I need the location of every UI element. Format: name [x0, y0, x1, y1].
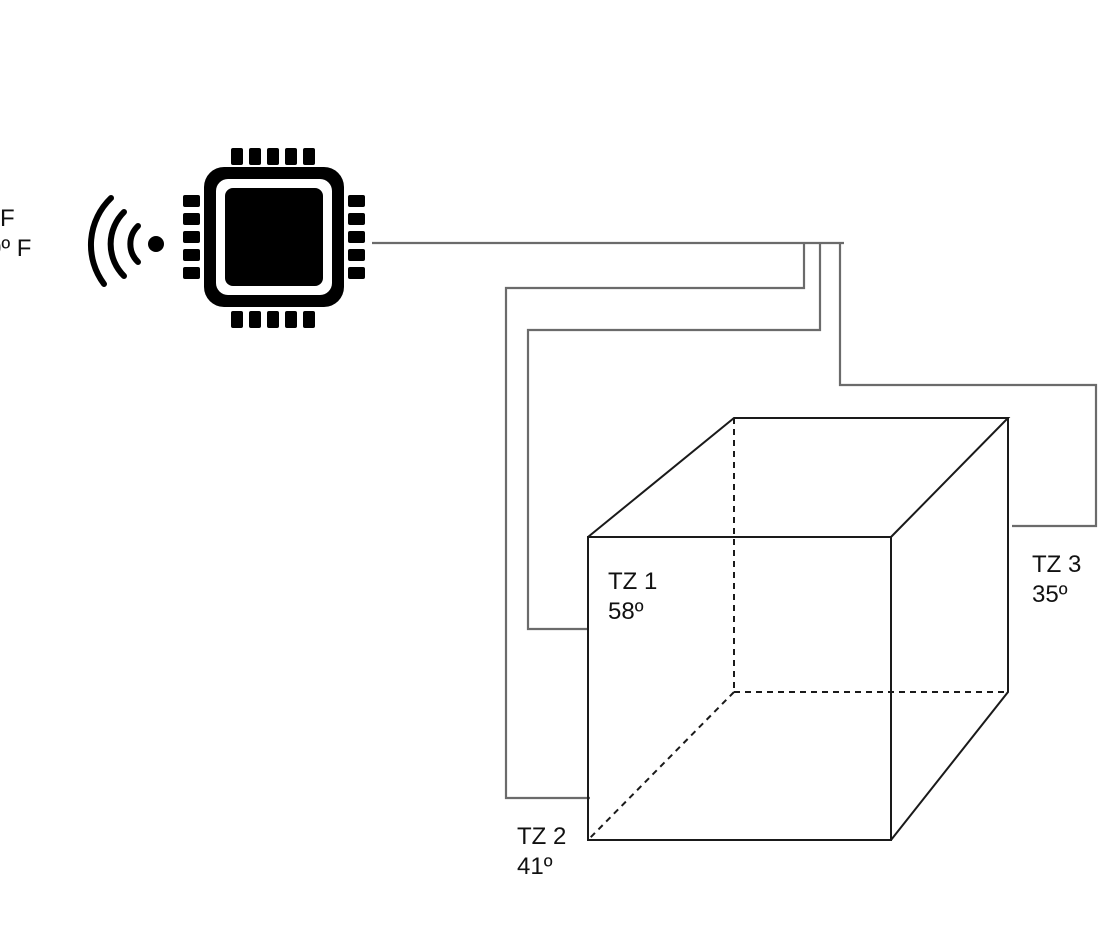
- outside-temperature-readout: F 0º F: [0, 205, 31, 262]
- zone-name: TZ 2: [517, 823, 566, 850]
- cube-front-face: [587, 536, 892, 841]
- tz2-sensor-wire: [504, 243, 806, 800]
- outside-readout-line-2: 0º F: [0, 235, 31, 262]
- zone-name: TZ 1: [608, 568, 657, 595]
- zone-temperature: 58º: [608, 598, 644, 625]
- zone-temperature: 35º: [1032, 581, 1068, 608]
- zone-label-tz2: TZ 2 41º: [517, 823, 566, 880]
- tz3-sensor-wire: [838, 243, 1098, 528]
- storage-cube: [587, 417, 1011, 841]
- sensor-wiring: [372, 241, 1098, 800]
- zone-label-tz3: TZ 3 35º: [1032, 551, 1081, 608]
- microchip-icon: [183, 148, 365, 328]
- zone-label-tz1: TZ 1 58º: [608, 568, 657, 625]
- zone-temperature: 41º: [517, 853, 553, 880]
- tz1-sensor-wire: [526, 243, 822, 631]
- outside-readout-line-1: F: [0, 205, 15, 232]
- zone-name: TZ 3: [1032, 551, 1081, 578]
- wireless-signal-icon: [87, 195, 164, 287]
